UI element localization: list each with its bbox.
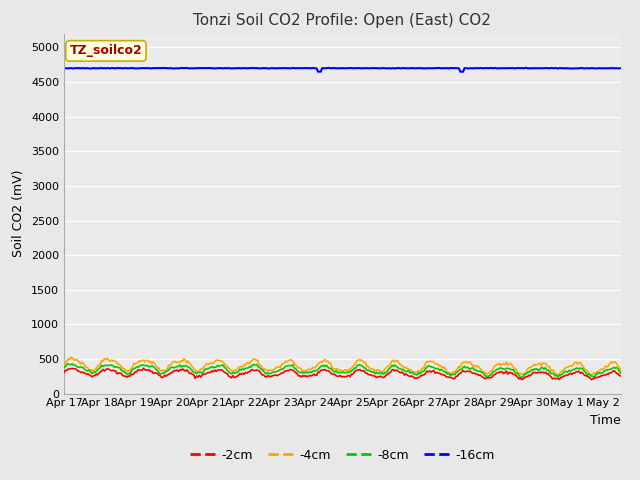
Y-axis label: Soil CO2 (mV): Soil CO2 (mV) bbox=[12, 170, 26, 257]
Text: TZ_soilco2: TZ_soilco2 bbox=[70, 44, 142, 58]
Legend: -2cm, -4cm, -8cm, -16cm: -2cm, -4cm, -8cm, -16cm bbox=[186, 444, 499, 467]
X-axis label: Time: Time bbox=[590, 414, 621, 427]
Title: Tonzi Soil CO2 Profile: Open (East) CO2: Tonzi Soil CO2 Profile: Open (East) CO2 bbox=[193, 13, 492, 28]
